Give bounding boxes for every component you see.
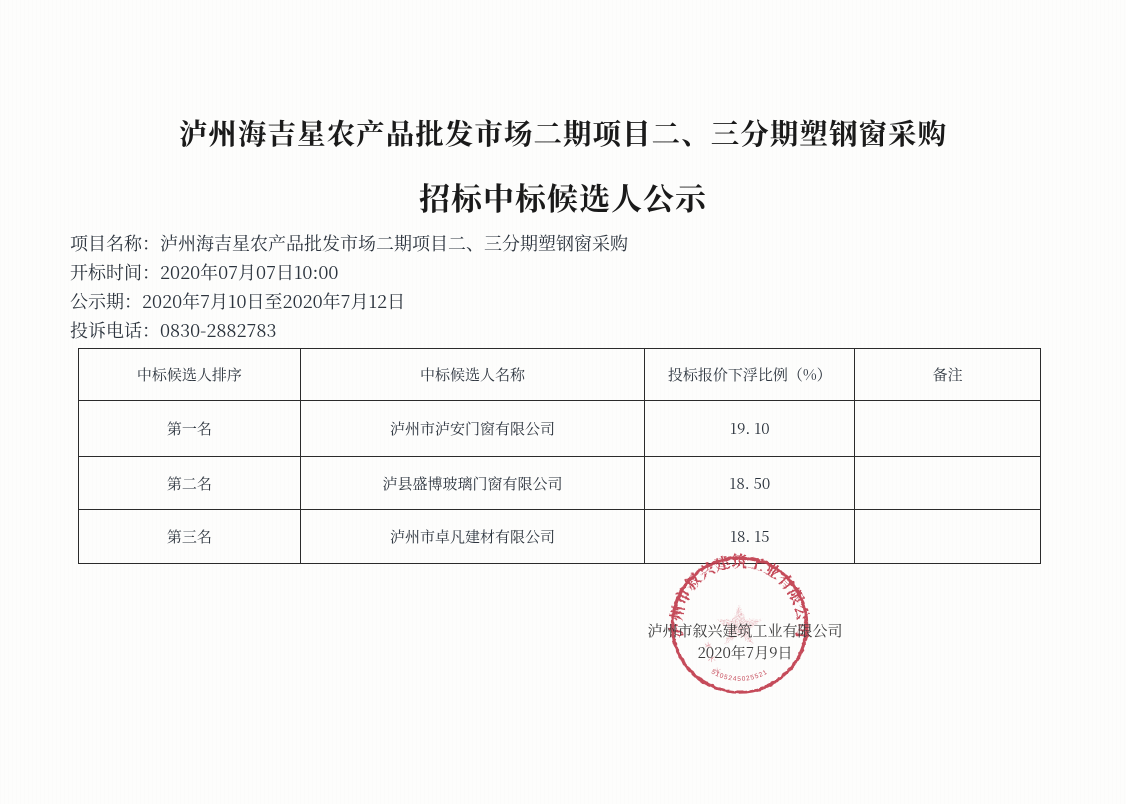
svg-text:5105245025521: 5105245025521 (710, 669, 769, 683)
